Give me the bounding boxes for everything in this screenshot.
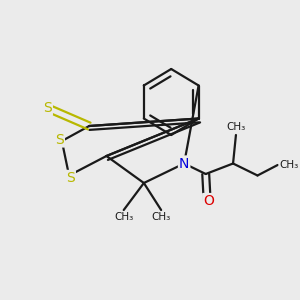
Text: S: S <box>55 133 64 146</box>
Text: N: N <box>179 157 189 170</box>
Text: S: S <box>43 101 52 115</box>
Text: CH₃: CH₃ <box>279 160 298 170</box>
Text: CH₃: CH₃ <box>152 212 171 222</box>
Text: S: S <box>66 171 75 185</box>
Text: O: O <box>203 194 214 208</box>
Text: CH₃: CH₃ <box>226 122 246 132</box>
Text: CH₃: CH₃ <box>114 212 133 222</box>
